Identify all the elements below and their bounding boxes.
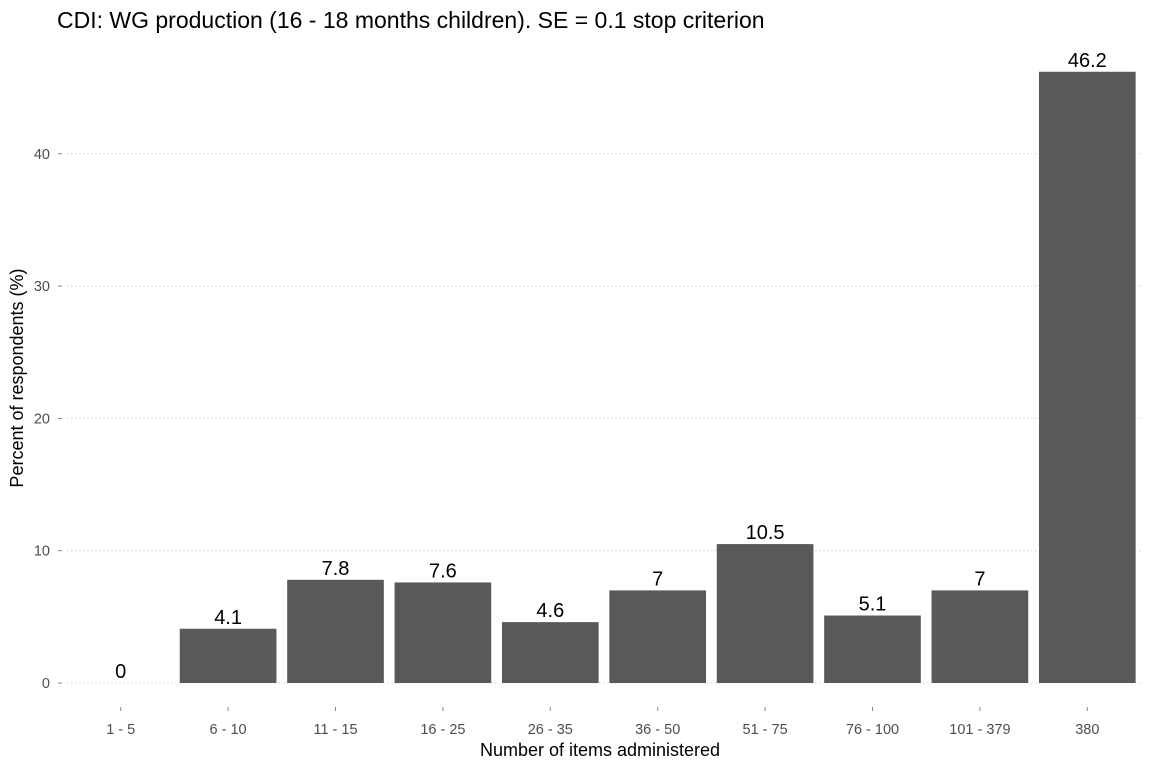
x-tick-label: 76 - 100 <box>846 722 899 738</box>
bars <box>179 71 1136 684</box>
data-label: 5.1 <box>859 594 887 616</box>
grid-layer <box>67 153 1141 684</box>
data-label: 7 <box>652 568 663 590</box>
x-tick-label: 51 - 75 <box>743 722 788 738</box>
x-tick-label: 380 <box>1075 722 1099 738</box>
data-label: 4.1 <box>214 607 242 629</box>
x-tick-label: 16 - 25 <box>420 722 465 738</box>
data-label: 7 <box>974 568 985 590</box>
x-tick-label: 36 - 50 <box>635 722 680 738</box>
x-tick-label: 6 - 10 <box>210 722 247 738</box>
bar-6 <box>716 544 814 683</box>
bar-9 <box>1038 71 1136 684</box>
data-label: 46.2 <box>1068 50 1107 72</box>
x-axis-ticks: 1 - 5 6 - 10 11 - 15 16 - 25 26 - 35 36 - 50 5… <box>106 707 1099 738</box>
x-tick-label: 26 - 35 <box>528 722 573 738</box>
bar-5 <box>609 590 707 683</box>
bar-3 <box>394 582 492 683</box>
data-label: 0 <box>115 661 126 683</box>
x-tick-label: 11 - 15 <box>313 722 357 738</box>
bar-8 <box>931 590 1029 683</box>
data-label: 7.8 <box>322 558 350 580</box>
y-tick-label: 10 <box>34 544 50 560</box>
data-labels: 0 4.1 7.8 7.6 4.6 7 10.5 5.1 7 46.2 <box>115 50 1107 683</box>
bar-7 <box>824 615 921 683</box>
bar-1 <box>179 628 277 683</box>
y-tick-label: 0 <box>42 676 50 692</box>
bar-4 <box>501 622 599 683</box>
y-axis-ticks: 0 10 20 30 40 <box>34 147 62 692</box>
y-axis-title: Percent of respondents (%) <box>7 268 27 487</box>
data-label: 10.5 <box>746 522 785 544</box>
data-label: 7.6 <box>429 560 457 582</box>
data-label: 4.6 <box>536 600 564 622</box>
y-tick-label: 40 <box>34 147 50 163</box>
x-tick-label: 101 - 379 <box>949 722 1010 738</box>
bar-2 <box>287 579 384 683</box>
x-tick-label: 1 - 5 <box>106 722 135 738</box>
y-tick-label: 30 <box>34 279 50 295</box>
chart-title: CDI: WG production (16 - 18 months child… <box>57 7 765 33</box>
y-tick-label: 20 <box>34 411 50 427</box>
x-axis-title: Number of items administered <box>480 740 720 760</box>
